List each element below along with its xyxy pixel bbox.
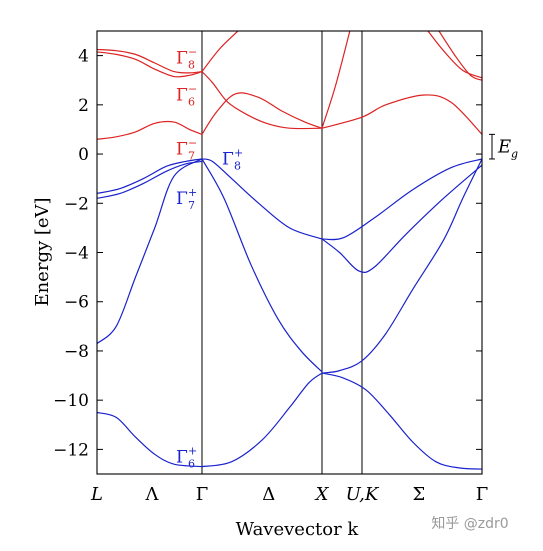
gamma-annotation: Γ (176, 447, 188, 467)
kpoint-label: Γ (196, 484, 209, 505)
gamma-annotation-sub: 8 (234, 160, 241, 173)
conduction-band-5 (201, 31, 239, 72)
valence-band-16 (201, 372, 323, 468)
valence-band-17 (321, 158, 482, 241)
valence-band-14 (201, 158, 323, 240)
gap-label-sub: g (511, 148, 518, 161)
y-ticks: 420−2−4−6−8−10−12 (53, 47, 482, 460)
conduction-band-0 (97, 48, 203, 74)
valence-band-13 (97, 411, 203, 468)
valence-band-15 (201, 158, 323, 373)
conduction-band-6 (321, 94, 482, 135)
gamma-annotation-sub: 7 (188, 150, 195, 163)
conduction-band-3 (201, 92, 323, 135)
gamma-annotation: Γ (176, 189, 188, 209)
conduction-band-2 (97, 120, 203, 140)
gamma-annotation: Γ (176, 86, 188, 106)
gap-label: E (497, 137, 511, 158)
gamma-annotation: Γ (176, 49, 188, 69)
y-tick-label: 2 (78, 96, 89, 116)
valence-band-12 (97, 158, 203, 345)
kpoint-label: Γ (476, 484, 489, 505)
kpoint-label: X (314, 484, 330, 505)
y-tick-label: 0 (78, 145, 89, 165)
valence-band-10 (97, 158, 203, 195)
gamma-annotation-sub: 8 (188, 59, 195, 72)
gamma-annotation-sub: 7 (188, 199, 195, 212)
conduction-band-4 (201, 71, 322, 130)
gamma-annotation-sub: 6 (188, 96, 195, 109)
kpoint-label: L (90, 484, 103, 505)
kpoint-label: Σ (412, 484, 425, 505)
y-tick-label: −6 (64, 293, 89, 313)
gamma-annotation-sup: + (234, 147, 243, 160)
band-annotations: Γ −8Γ −6Γ −7 Γ +8Γ +7Γ +6 (176, 46, 243, 471)
kpoint-label: Λ (145, 484, 160, 505)
valence-band-11 (97, 160, 203, 199)
gamma-annotation-sup: − (188, 46, 197, 59)
valence-band-18 (321, 164, 482, 274)
watermark: 知乎 @zdr0 (431, 515, 508, 532)
valence-band-20 (321, 372, 482, 470)
conduction-band-8 (427, 31, 482, 79)
gamma-annotation-sup: − (188, 137, 197, 150)
y-tick-label: −8 (64, 342, 89, 362)
gamma-annotation-sup: + (188, 444, 197, 457)
plot-area (97, 31, 482, 474)
y-axis-title: Energy [eV] (32, 197, 53, 306)
kpoint-label: Δ (262, 484, 275, 505)
conduction-band-7 (321, 31, 351, 129)
y-tick-label: −10 (53, 391, 89, 411)
x-axis-title: Wavevector k (236, 519, 360, 540)
x-ticks: L Λ Γ Δ X U,K Σ Γ (90, 484, 488, 505)
gamma-annotation: Γ (222, 150, 234, 170)
conduction-band-9 (438, 31, 482, 81)
y-tick-label: −4 (64, 244, 89, 264)
conduction-band-1 (97, 51, 203, 78)
y-tick-label: −12 (53, 440, 89, 460)
gamma-annotation-sup: − (188, 83, 197, 96)
gamma-annotation-sub: 6 (188, 457, 195, 470)
valence-band-19 (321, 158, 482, 374)
y-tick-label: −2 (64, 194, 89, 214)
kpoint-label: U,K (346, 484, 380, 505)
y-tick-label: 4 (78, 47, 89, 67)
gamma-annotation: Γ (176, 140, 188, 160)
gamma-annotation-sup: + (188, 186, 197, 199)
